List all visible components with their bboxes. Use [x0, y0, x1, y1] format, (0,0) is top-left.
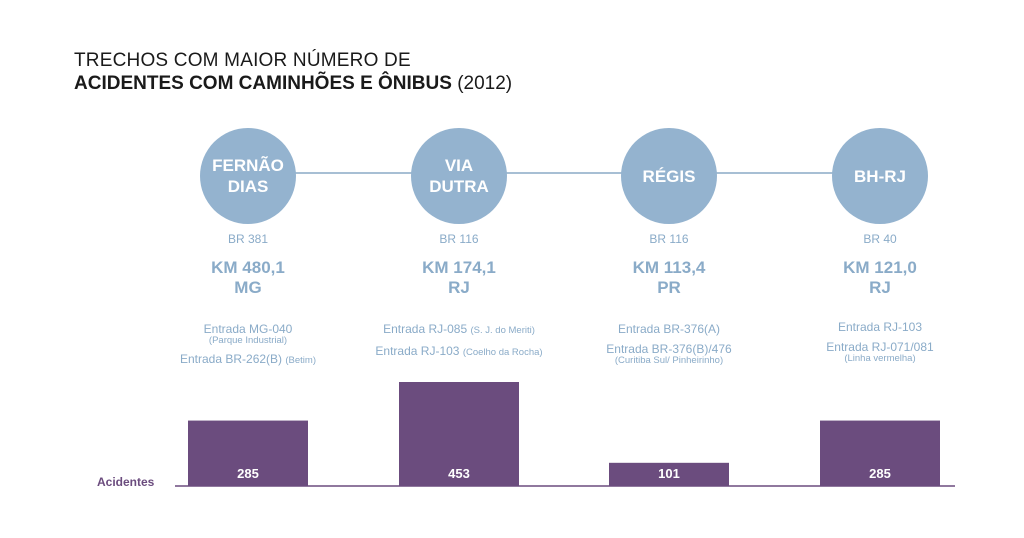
km-marker: KM 121,0 RJ: [765, 258, 995, 298]
entries-regis: Entrada BR-376(A) Entrada BR-376(B)/476 …: [554, 322, 784, 366]
state-code: PR: [657, 278, 681, 297]
entry-main: Entrada RJ-103: [375, 344, 460, 358]
road-code: BR 116: [439, 232, 479, 246]
section-name-line: DUTRA: [429, 177, 489, 196]
entry-sub: (Linha vermelha): [844, 353, 916, 364]
entry-item: Entrada BR-262(B) (Betim): [133, 352, 363, 368]
state-code: RJ: [448, 278, 470, 297]
entry-sub: (Curitiba Sul/ Pinheirinho): [614, 355, 724, 366]
km-value: KM 480,1: [211, 258, 285, 277]
title-bold-text: ACIDENTES COM CAMINHÕES E ÔNIBUS: [74, 73, 452, 94]
entry-item: Entrada RJ-085 (S. J. do Meriti): [344, 322, 574, 338]
state-code: RJ: [869, 278, 891, 297]
km-value: KM 113,4: [632, 258, 706, 277]
entry-main: Entrada BR-376(A): [617, 322, 721, 336]
section-circle: FERNÃO DIAS: [200, 128, 296, 224]
bar-0: [188, 420, 308, 486]
entry-main: Entrada RJ-103: [837, 320, 923, 334]
title-line-1: TRECHOS COM MAIOR NÚMERO DE: [74, 50, 411, 71]
bar-value-label: 285: [237, 466, 259, 481]
title-year: (2012): [457, 73, 513, 94]
entry-main: Entrada MG-040: [203, 322, 293, 336]
connector-line: [250, 172, 880, 174]
section-bh-rj: BH-RJ BR 40 KM 121,0 RJ: [765, 128, 995, 298]
chart-title: TRECHOS COM MAIOR NÚMERO DE ACIDENTES CO…: [74, 50, 512, 96]
section-name-line: FERNÃO: [212, 156, 284, 175]
bar-value-label: 453: [448, 466, 470, 481]
section-circle: RÉGIS: [621, 128, 717, 224]
road-code: BR 40: [863, 232, 897, 246]
entry-note: (S. J. do Meriti): [470, 325, 535, 336]
km-marker: KM 174,1 RJ: [344, 258, 574, 298]
bar-1: [399, 382, 519, 486]
section-name-line: VIA: [444, 156, 474, 175]
section-circle: VIA DUTRA: [411, 128, 507, 224]
entry-note: (Betim): [285, 355, 316, 366]
entry-main: Entrada RJ-071/081: [826, 340, 934, 354]
series-label-acidentes: Acidentes: [97, 475, 155, 489]
entry-main: Entrada RJ-085: [383, 322, 468, 336]
entry-main: Entrada BR-376(B)/476: [606, 342, 732, 356]
entry-item: Entrada RJ-103: [765, 320, 995, 334]
section-circle: BH-RJ: [832, 128, 928, 224]
bar-value-label: 101: [658, 466, 680, 481]
section-name-line: DIAS: [227, 177, 269, 196]
km-marker: KM 113,4 PR: [554, 258, 784, 298]
section-name-line: BH-RJ: [854, 166, 906, 186]
entry-item: Entrada MG-040 (Parque Industrial): [133, 322, 363, 346]
section-regis: RÉGIS BR 116 KM 113,4 PR: [554, 128, 784, 298]
entry-item: Entrada BR-376(A): [554, 322, 784, 336]
road-code: BR 116: [649, 232, 689, 246]
entry-item: Entrada RJ-103 (Coelho da Rocha): [344, 344, 574, 360]
bar-3: [820, 420, 940, 486]
entry-note: (Coelho da Rocha): [462, 347, 543, 358]
km-marker: KM 480,1 MG: [133, 258, 363, 298]
entries-fernao-dias: Entrada MG-040 (Parque Industrial) Entra…: [133, 322, 363, 368]
entry-item: Entrada BR-376(B)/476 (Curitiba Sul/ Pin…: [554, 342, 784, 366]
title-line-2: ACIDENTES COM CAMINHÕES E ÔNIBUS (2012): [74, 72, 512, 96]
section-name-line: RÉGIS: [642, 166, 696, 186]
state-code: MG: [234, 278, 262, 297]
bar-2: [609, 462, 729, 486]
entry-item: Entrada RJ-071/081 (Linha vermelha): [765, 340, 995, 364]
km-value: KM 174,1: [422, 258, 496, 277]
entries-bh-rj: Entrada RJ-103 Entrada RJ-071/081 (Linha…: [765, 320, 995, 364]
bar-value-label: 285: [869, 466, 891, 481]
km-value: KM 121,0: [843, 258, 917, 277]
section-via-dutra: VIA DUTRA BR 116 KM 174,1 RJ: [344, 128, 574, 298]
section-fernao-dias: FERNÃO DIAS BR 381 KM 480,1 MG: [133, 128, 363, 298]
road-code: BR 381: [227, 232, 269, 246]
entry-main: Entrada BR-262(B): [179, 352, 283, 366]
entries-via-dutra: Entrada RJ-085 (S. J. do Meriti) Entrada…: [344, 322, 574, 360]
entry-sub: (Parque Industrial): [208, 335, 288, 346]
